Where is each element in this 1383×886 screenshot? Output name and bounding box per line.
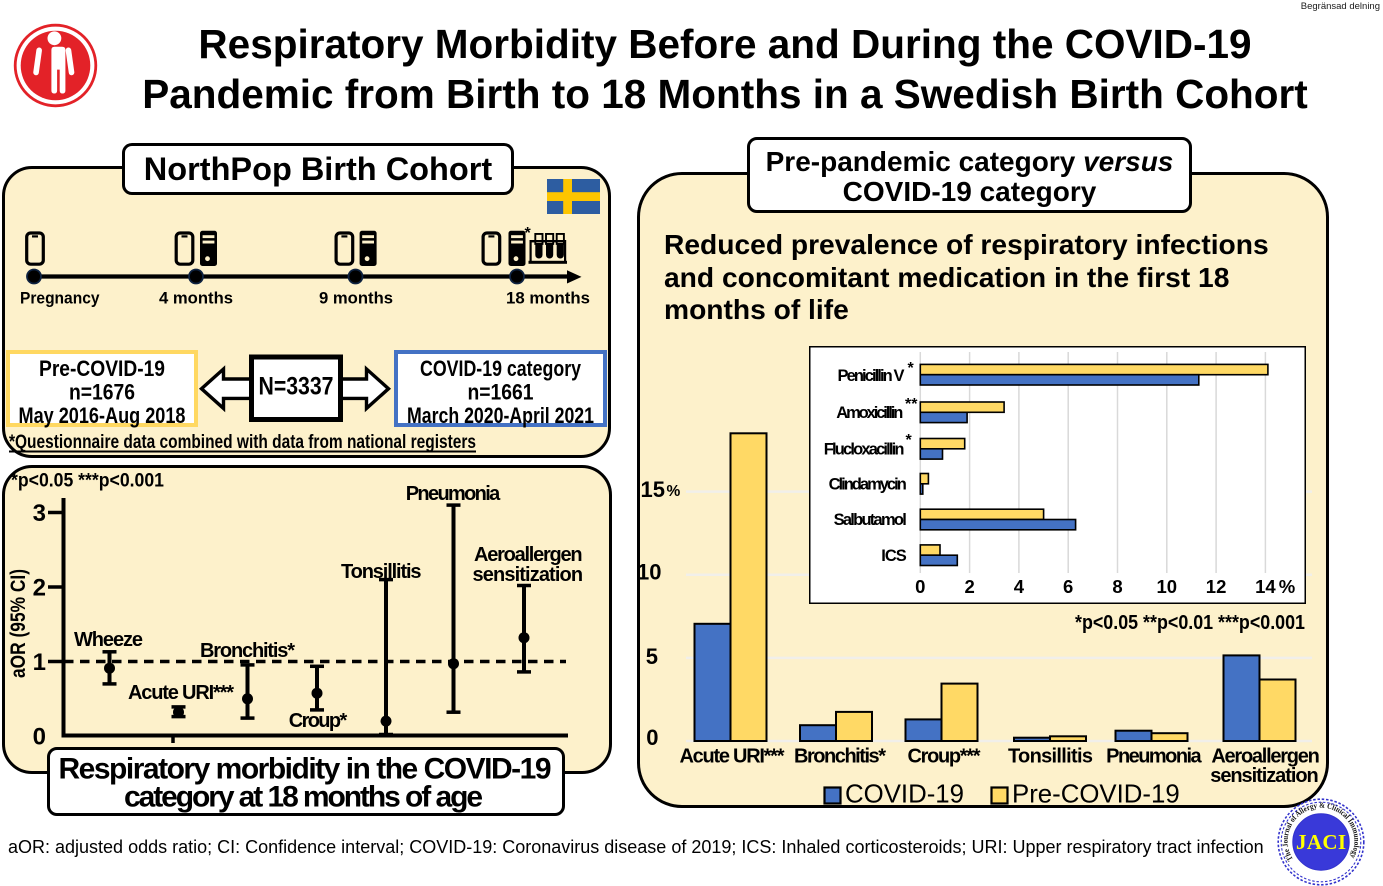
- svg-text:sensitization: sensitization: [1210, 765, 1319, 787]
- svg-text:*: *: [906, 432, 913, 449]
- svg-text:12: 12: [1206, 576, 1227, 597]
- svg-text:*p<0.05 **p<0.01 ***p<0.001: *p<0.05 **p<0.01 ***p<0.001: [1075, 612, 1305, 634]
- svg-text:%: %: [667, 483, 681, 500]
- svg-text:Penicillin V: Penicillin V: [838, 367, 905, 385]
- svg-text:Croup***: Croup***: [908, 745, 981, 767]
- svg-text:COVID-19 category: COVID-19 category: [420, 356, 582, 381]
- svg-text:5: 5: [646, 644, 658, 669]
- svg-text:n=1661: n=1661: [468, 380, 534, 405]
- svg-text:2: 2: [33, 575, 46, 602]
- svg-text:aOR (95% CI): aOR (95% CI): [7, 569, 30, 678]
- svg-text:N=3337: N=3337: [259, 373, 334, 401]
- svg-text:2: 2: [964, 576, 974, 597]
- svg-text:Pre-COVID-19: Pre-COVID-19: [39, 356, 165, 381]
- svg-text:Pregnancy: Pregnancy: [20, 290, 100, 308]
- svg-text:14: 14: [1255, 576, 1276, 597]
- svg-text:Clindamycin: Clindamycin: [829, 476, 907, 494]
- svg-text:Tonsillitis: Tonsillitis: [341, 561, 422, 583]
- svg-text:4 months: 4 months: [159, 290, 233, 308]
- svg-text:Pneumonia: Pneumonia: [406, 483, 501, 505]
- svg-text:Respiratory morbidity in the C: Respiratory morbidity in the COVID-19: [59, 753, 552, 786]
- svg-text:Wheeze: Wheeze: [74, 629, 143, 651]
- svg-text:n=1676: n=1676: [69, 380, 135, 405]
- svg-text:4: 4: [1014, 576, 1025, 597]
- svg-text:Croup*: Croup*: [289, 710, 348, 732]
- svg-text:0: 0: [915, 576, 925, 597]
- svg-text:Salbutamol: Salbutamol: [834, 511, 907, 529]
- svg-text:Aeroallergen: Aeroallergen: [474, 544, 583, 566]
- svg-text:Bronchitis*: Bronchitis*: [200, 640, 295, 662]
- svg-text:March 2020-April 2021: March 2020-April 2021: [407, 403, 594, 428]
- svg-text:3: 3: [33, 500, 46, 527]
- svg-text:8: 8: [1112, 576, 1122, 597]
- svg-text:0: 0: [33, 724, 46, 751]
- svg-text:Bronchitis*: Bronchitis*: [794, 745, 886, 767]
- svg-text:10: 10: [1157, 576, 1178, 597]
- svg-text:sensitization: sensitization: [473, 564, 584, 586]
- svg-text:1: 1: [33, 649, 46, 676]
- svg-text:Amoxicillin: Amoxicillin: [836, 404, 903, 422]
- svg-text:18 months: 18 months: [506, 290, 590, 308]
- svg-text:*Questionnaire data combined w: *Questionnaire data combined with data f…: [9, 432, 476, 453]
- svg-text:Acute URI***: Acute URI***: [680, 745, 785, 767]
- svg-text:*p<0.05 ***p<0.001: *p<0.05 ***p<0.001: [11, 471, 164, 492]
- svg-text:May 2016-Aug 2018: May 2016-Aug 2018: [19, 403, 186, 428]
- svg-text:%: %: [1279, 576, 1295, 597]
- svg-text:Tonsillitis: Tonsillitis: [1008, 745, 1093, 767]
- svg-text:Aeroallergen: Aeroallergen: [1211, 745, 1320, 767]
- svg-text:0: 0: [646, 725, 658, 750]
- svg-text:Flucloxacillin: Flucloxacillin: [824, 440, 905, 458]
- svg-text:category at 18 months of age: category at 18 months of age: [124, 781, 483, 814]
- svg-text:*: *: [908, 360, 915, 377]
- svg-text:Acute URI***: Acute URI***: [128, 682, 234, 704]
- svg-text:Pneumonia: Pneumonia: [1106, 745, 1202, 767]
- svg-text:ICS: ICS: [881, 547, 907, 565]
- svg-text:*: *: [525, 225, 532, 242]
- svg-text:10: 10: [637, 560, 661, 585]
- svg-text:15: 15: [641, 477, 665, 502]
- svg-text:6: 6: [1063, 576, 1073, 597]
- svg-text:COVID-19: COVID-19: [845, 781, 964, 809]
- svg-text:Pre-COVID-19: Pre-COVID-19: [1012, 781, 1180, 809]
- svg-text:9 months: 9 months: [319, 290, 393, 308]
- svg-text:JACI: JACI: [1296, 830, 1346, 854]
- svg-text:**: **: [905, 396, 918, 413]
